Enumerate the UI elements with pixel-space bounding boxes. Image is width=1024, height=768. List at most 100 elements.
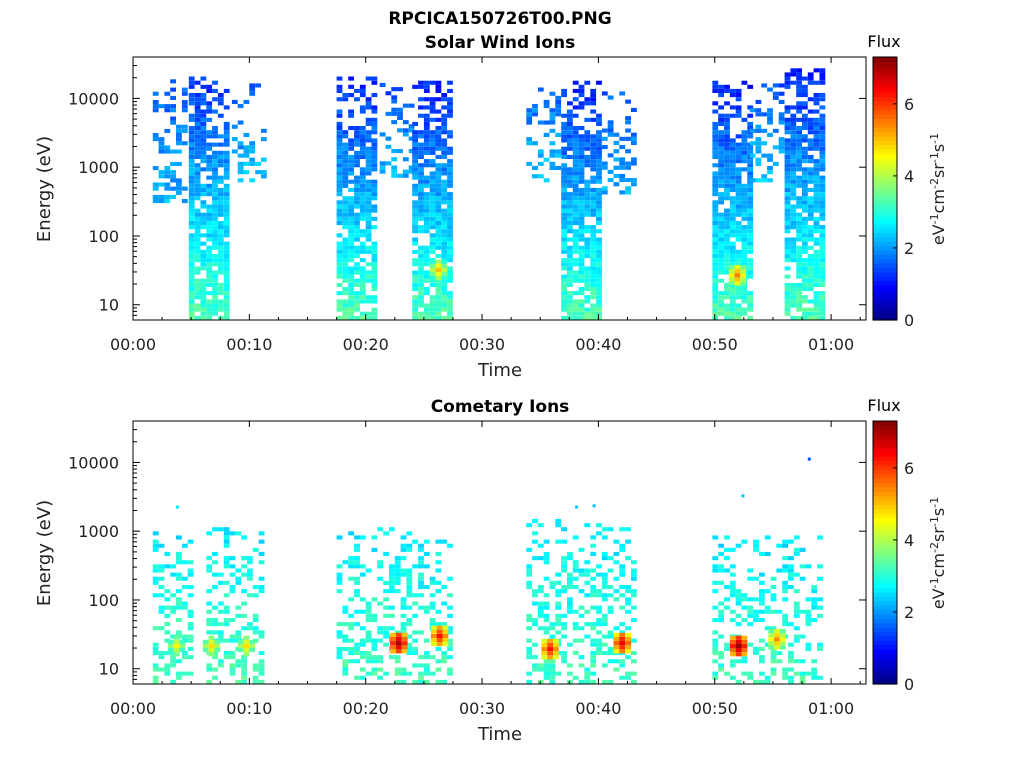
spectrogram-cell bbox=[813, 200, 820, 205]
spectrogram-cell bbox=[784, 212, 791, 217]
spectrogram-cell bbox=[572, 88, 579, 93]
spectrogram-cell bbox=[805, 597, 812, 602]
spectrogram-cell bbox=[625, 539, 631, 544]
spectrogram-cell bbox=[176, 178, 182, 183]
spectrogram-cell bbox=[590, 576, 597, 581]
spectrogram-cell bbox=[217, 307, 224, 312]
spectrogram-cell bbox=[584, 270, 591, 275]
spectrogram-cell bbox=[537, 556, 544, 561]
spectrogram-cell bbox=[613, 182, 620, 187]
spectrogram-cell bbox=[342, 299, 349, 304]
spectrogram-cell bbox=[365, 651, 372, 656]
spectrogram-cell bbox=[194, 142, 201, 147]
spectrogram-cell bbox=[567, 146, 573, 151]
spectrogram-cell bbox=[412, 216, 418, 221]
spectrogram-cell bbox=[607, 585, 614, 590]
spectrogram-cell bbox=[567, 113, 573, 118]
colorbar-segment bbox=[873, 508, 897, 514]
spectrogram-cell bbox=[796, 72, 802, 77]
spectrogram-cell bbox=[212, 307, 218, 312]
spectrogram-cell bbox=[561, 183, 567, 188]
spectrogram-cell bbox=[596, 212, 602, 217]
spectrogram-cell bbox=[819, 311, 826, 316]
spectrogram-cell bbox=[793, 609, 800, 614]
spectrogram-cell bbox=[747, 291, 754, 296]
spectrogram-cell bbox=[584, 187, 591, 192]
spectrogram-cell bbox=[572, 560, 579, 565]
spectrogram-cell bbox=[735, 287, 742, 292]
spectrogram-cell bbox=[578, 101, 585, 106]
colorbar-segment bbox=[873, 166, 897, 172]
spectrogram-cell bbox=[590, 543, 597, 548]
colorbar-segment bbox=[873, 495, 897, 501]
spectrogram-cell bbox=[441, 295, 448, 300]
spectrogram-cell bbox=[718, 225, 724, 230]
spectrogram-cell bbox=[572, 179, 579, 184]
colorbar-segment bbox=[873, 499, 897, 505]
spectrogram-cell bbox=[389, 576, 395, 581]
spectrogram-cell bbox=[359, 315, 366, 320]
spectrogram-cell bbox=[418, 212, 424, 217]
spectrogram-cell bbox=[724, 183, 730, 188]
spectrogram-cell bbox=[223, 105, 230, 110]
spectrogram-cell bbox=[164, 128, 171, 133]
x-tick-label: 00:10 bbox=[226, 699, 272, 718]
spectrogram-cell bbox=[561, 291, 567, 296]
spectrogram-cell bbox=[718, 117, 724, 122]
spectrogram-cell bbox=[584, 225, 591, 230]
spectrogram-cell bbox=[790, 72, 797, 77]
spectrogram-cell bbox=[212, 551, 218, 556]
spectrogram-cell bbox=[764, 609, 771, 614]
spectrogram-cell bbox=[176, 149, 182, 154]
spectrogram-cell bbox=[555, 601, 562, 606]
spectrogram-cell bbox=[590, 671, 597, 676]
spectrogram-cell bbox=[389, 589, 395, 594]
colorbar-segment bbox=[873, 197, 897, 203]
spectrogram-cell bbox=[188, 150, 195, 155]
spectrogram-cell bbox=[747, 121, 754, 126]
spectrogram-cell bbox=[359, 675, 366, 680]
spectrogram-cell bbox=[342, 97, 349, 102]
spectrogram-cell bbox=[235, 613, 242, 618]
spectrogram-cell bbox=[631, 576, 637, 581]
spectrogram-cell bbox=[712, 179, 719, 184]
spectrogram-cell bbox=[241, 556, 247, 561]
spectrogram-cell bbox=[613, 165, 620, 170]
spectrogram-cell bbox=[584, 266, 591, 271]
spectrogram-cell bbox=[747, 613, 754, 618]
spectrogram-cell bbox=[802, 229, 808, 234]
spectrogram-cell bbox=[718, 229, 724, 234]
spectrogram-cell bbox=[348, 287, 354, 292]
spectrogram-cell bbox=[423, 663, 430, 668]
spectrogram-cell bbox=[584, 675, 591, 680]
spectrogram-cell bbox=[718, 154, 724, 159]
spectrogram-cell bbox=[718, 171, 724, 176]
spectrogram-cell bbox=[359, 597, 366, 602]
spectrogram-cell bbox=[755, 99, 762, 104]
spectrogram-cell bbox=[802, 171, 808, 176]
spectrogram-cell bbox=[601, 622, 608, 627]
spectrogram-cell bbox=[712, 150, 719, 155]
spectrogram-cell bbox=[572, 229, 579, 234]
spectrogram-cell bbox=[423, 200, 430, 205]
spectrogram-cell bbox=[402, 169, 409, 174]
spectrogram-cell bbox=[802, 282, 808, 287]
spectrogram-cell bbox=[807, 315, 814, 320]
spectrogram-cell bbox=[371, 241, 378, 246]
spectrogram-hotspot bbox=[208, 648, 215, 653]
spectrogram-cell bbox=[418, 675, 424, 680]
spectrogram-cell bbox=[348, 187, 354, 192]
spectrogram-cell bbox=[418, 204, 424, 209]
spectrogram-cell bbox=[712, 295, 719, 300]
spectrogram-cell bbox=[447, 671, 453, 676]
spectrogram-cell bbox=[176, 556, 182, 561]
spectrogram-cell bbox=[805, 613, 812, 618]
spectrogram-cell bbox=[212, 291, 218, 296]
spectrogram-cell bbox=[170, 186, 176, 191]
spectrogram-cell bbox=[371, 216, 378, 221]
spectrogram-cell bbox=[423, 183, 430, 188]
spectrogram-cell bbox=[423, 142, 430, 147]
spectrogram-cell bbox=[212, 278, 218, 283]
spectrogram-cell bbox=[348, 212, 354, 217]
spectrogram-cell bbox=[718, 183, 724, 188]
